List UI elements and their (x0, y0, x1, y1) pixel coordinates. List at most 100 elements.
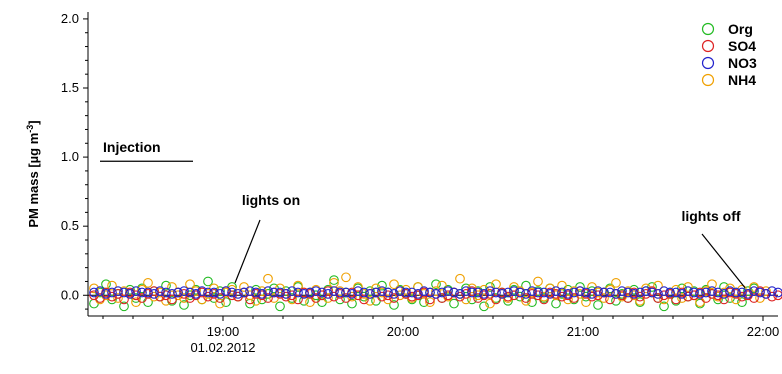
point-no3 (299, 289, 309, 299)
point-no3 (239, 287, 249, 298)
legend-marker-nh4 (701, 73, 715, 87)
point-no3 (221, 286, 231, 296)
point-no3 (425, 287, 435, 298)
point-no3 (455, 289, 465, 299)
point-nh4 (557, 280, 567, 291)
point-so4 (425, 294, 435, 305)
lights-on-label: lights on (242, 192, 300, 208)
point-nh4 (761, 286, 771, 296)
point-so4 (293, 294, 303, 305)
point-org (737, 297, 747, 308)
legend-label-no3: NO3 (728, 55, 757, 71)
y-axis-title-end: ] (26, 120, 41, 124)
point-org (629, 284, 639, 295)
point-no3 (209, 287, 219, 298)
point-no3 (515, 287, 525, 298)
point-org (215, 286, 225, 296)
point-no3 (203, 287, 213, 298)
point-no3 (557, 287, 567, 298)
point-no3 (155, 286, 165, 296)
point-no3 (671, 287, 681, 298)
point-org (593, 300, 603, 310)
point-so4 (641, 289, 651, 299)
point-org (479, 301, 489, 312)
point-org (527, 297, 537, 308)
point-nh4 (263, 273, 273, 284)
point-no3 (431, 289, 441, 299)
point-nh4 (191, 286, 201, 296)
point-no3 (341, 287, 351, 298)
y-tick-label: 0.0 (61, 287, 79, 302)
point-no3 (347, 289, 357, 299)
point-so4 (707, 289, 717, 299)
point-org (347, 298, 357, 309)
point-org (311, 290, 321, 301)
point-no3 (719, 289, 729, 299)
y-tick-label: 2.0 (61, 11, 79, 26)
point-no3 (365, 289, 375, 299)
point-no3 (683, 286, 693, 296)
point-nh4 (731, 294, 741, 305)
point-no3 (677, 289, 687, 299)
legend-label-org: Org (728, 21, 753, 37)
point-no3 (383, 287, 393, 298)
point-no3 (647, 287, 657, 298)
point-no3 (125, 289, 135, 299)
point-so4 (503, 291, 513, 302)
point-no3 (503, 287, 513, 298)
point-org (377, 280, 387, 291)
point-no3 (737, 287, 747, 298)
point-no3 (701, 287, 711, 298)
point-nh4 (245, 290, 255, 301)
point-no3 (371, 287, 381, 298)
point-org (275, 301, 285, 312)
point-no3 (473, 287, 483, 298)
point-so4 (653, 293, 663, 303)
point-no3 (707, 286, 717, 296)
point-no3 (95, 286, 105, 296)
point-no3 (689, 287, 699, 298)
point-no3 (179, 286, 189, 296)
point-nh4 (323, 293, 333, 303)
point-no3 (119, 287, 129, 298)
point-nh4 (107, 280, 117, 291)
y-axis-title-main: PM mass [µg m (26, 133, 41, 228)
point-nh4 (455, 273, 465, 284)
point-nh4 (305, 297, 315, 308)
point-so4 (509, 290, 519, 301)
point-no3 (197, 286, 207, 296)
point-nh4 (599, 293, 609, 303)
point-no3 (275, 287, 285, 298)
point-no3 (605, 287, 615, 298)
point-so4 (443, 290, 453, 301)
point-nh4 (677, 293, 687, 303)
point-no3 (695, 289, 705, 299)
point-nh4 (521, 295, 531, 306)
point-nh4 (611, 277, 621, 288)
lights-off-label: lights off (681, 208, 740, 224)
point-no3 (407, 287, 417, 298)
point-no3 (491, 287, 501, 298)
point-org (125, 284, 135, 295)
point-so4 (215, 293, 225, 303)
point-so4 (593, 290, 603, 301)
point-no3 (377, 286, 387, 296)
point-no3 (323, 289, 333, 299)
point-no3 (395, 286, 405, 296)
point-no3 (227, 287, 237, 298)
x-date-label: 01.02.2012 (190, 340, 255, 355)
point-so4 (311, 293, 321, 303)
point-no3 (623, 287, 633, 298)
point-nh4 (365, 295, 375, 306)
point-so4 (323, 286, 333, 296)
x-tick-label: 20:00 (387, 324, 420, 339)
point-no3 (137, 287, 147, 298)
point-no3 (413, 289, 423, 299)
point-no3 (749, 286, 759, 296)
point-so4 (131, 290, 141, 301)
point-no3 (257, 289, 267, 299)
point-no3 (293, 287, 303, 298)
annotations: Injection lights on lights off (100, 139, 746, 289)
